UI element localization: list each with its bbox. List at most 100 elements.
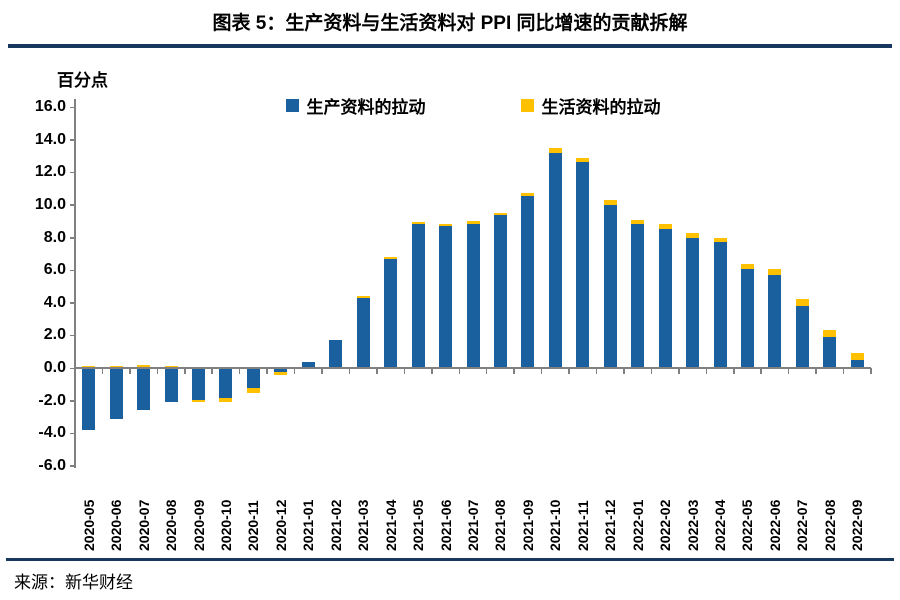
y-axis-tick <box>70 204 75 206</box>
y-axis-line <box>74 99 76 468</box>
x-axis-tick <box>705 368 708 374</box>
x-axis-tick <box>101 368 104 374</box>
y-tick-label: 16.0 <box>34 98 66 116</box>
bar-segment-living <box>658 224 672 230</box>
legend-swatch-living-icon <box>520 99 534 112</box>
bar-segment-production <box>740 268 754 368</box>
x-tick-label: 2022-02 <box>657 499 674 551</box>
y-axis-tick <box>70 139 75 141</box>
bar-segment-living <box>411 222 425 225</box>
bar-segment-production <box>82 368 96 430</box>
x-tick-label: 2022-04 <box>712 499 729 551</box>
x-tick-label: 2022-06 <box>766 499 783 551</box>
x-axis-tick <box>376 368 378 374</box>
x-axis-tick <box>238 368 241 374</box>
y-tick-label: 2.0 <box>43 326 66 344</box>
bar-segment-living <box>439 224 453 227</box>
bar-segment-living <box>548 147 562 153</box>
bar-segment-living <box>274 372 288 375</box>
x-tick-label: 2021-01 <box>300 499 317 551</box>
bar-segment-production <box>439 226 453 368</box>
x-axis-tick <box>787 368 790 374</box>
x-tick-label: 2020-08 <box>163 499 180 551</box>
x-tick-label: 2020-07 <box>135 499 152 551</box>
y-axis-tick <box>70 465 75 467</box>
bar-segment-living <box>631 219 645 225</box>
x-tick-label: 2021-05 <box>410 499 427 551</box>
x-tick-label: 2021-12 <box>602 499 619 551</box>
x-axis-line <box>75 367 871 369</box>
y-axis-tick <box>70 237 75 239</box>
x-axis-tick <box>733 368 735 374</box>
bar-segment-production <box>658 229 672 368</box>
bar-segment-production <box>713 242 727 368</box>
x-axis-tick <box>678 368 680 374</box>
x-tick-label: 2022-03 <box>684 499 701 551</box>
bar-segment-production <box>411 224 425 368</box>
y-axis-unit-label: 百分点 <box>57 71 108 90</box>
x-tick-label: 2022-01 <box>629 499 646 551</box>
bar-segment-living <box>823 330 837 337</box>
x-axis-tick <box>184 368 186 374</box>
x-tick-label: 2020-11 <box>245 500 262 551</box>
bar-segment-production <box>850 359 864 368</box>
bar-segment-production <box>603 204 617 368</box>
x-axis-tick <box>595 368 598 374</box>
x-axis-tick <box>485 368 488 374</box>
y-axis-tick <box>70 269 75 272</box>
x-tick-label: 2021-03 <box>355 499 372 551</box>
x-axis-tick <box>458 368 461 374</box>
y-tick-label: -2.0 <box>38 391 66 409</box>
bar-segment-production <box>164 368 178 403</box>
y-tick-label: 10.0 <box>34 195 66 213</box>
bar-segment-production <box>521 195 535 368</box>
bar-segment-living <box>768 268 782 276</box>
x-axis-tick <box>540 368 543 374</box>
x-tick-label: 2021-11 <box>574 500 591 551</box>
y-tick-label: 6.0 <box>43 261 66 279</box>
bar-segment-production <box>493 214 507 368</box>
legend-item-production: 生产资料的拉动 <box>285 93 426 118</box>
x-axis-tick <box>623 368 625 374</box>
x-tick-label: 2022-09 <box>849 499 866 551</box>
bar-segment-production <box>192 368 206 400</box>
bar-segment-production <box>274 368 288 373</box>
x-axis-tick <box>293 368 296 374</box>
bar-segment-living <box>795 299 809 306</box>
y-tick-label: 12.0 <box>34 163 66 181</box>
bar-segment-living <box>603 200 617 205</box>
bar-segment-production <box>301 362 315 368</box>
legend: 生产资料的拉动 生活资料的拉动 <box>75 93 871 118</box>
bar-segment-living <box>740 263 754 269</box>
y-tick-label: 14.0 <box>34 130 66 148</box>
legend-swatch-production-icon <box>285 99 299 112</box>
bar-segment-living <box>576 157 590 163</box>
x-tick-label: 2021-10 <box>547 499 564 551</box>
bar-segment-production <box>329 340 343 368</box>
bar-segment-living <box>164 366 178 368</box>
bar-segment-living <box>521 193 535 196</box>
x-tick-label: 2020-06 <box>108 499 125 551</box>
x-tick-label: 2021-07 <box>465 499 481 551</box>
x-tick-label: 2021-06 <box>437 499 454 551</box>
y-axis-tick <box>70 432 75 435</box>
y-tick-label: 8.0 <box>43 228 66 246</box>
bar-segment-living <box>137 364 151 368</box>
bar-segment-living <box>466 221 480 224</box>
y-tick-label: -6.0 <box>38 456 66 474</box>
bar-segment-production <box>137 368 151 411</box>
x-axis-tick <box>403 368 406 374</box>
bar-segment-living <box>356 296 370 298</box>
bar-segment-living <box>384 257 398 259</box>
bar-segment-production <box>768 275 782 368</box>
legend-item-living: 生活资料的拉动 <box>520 93 661 118</box>
y-axis-tick <box>70 367 75 369</box>
x-axis-tick <box>156 368 159 374</box>
bar-segment-living <box>82 366 96 368</box>
x-tick-label: 2020-09 <box>190 499 207 551</box>
y-tick-label: 4.0 <box>43 293 66 311</box>
bar-segment-living <box>192 399 206 403</box>
x-tick-label: 2022-08 <box>821 499 838 551</box>
bar-segment-production <box>631 224 645 368</box>
